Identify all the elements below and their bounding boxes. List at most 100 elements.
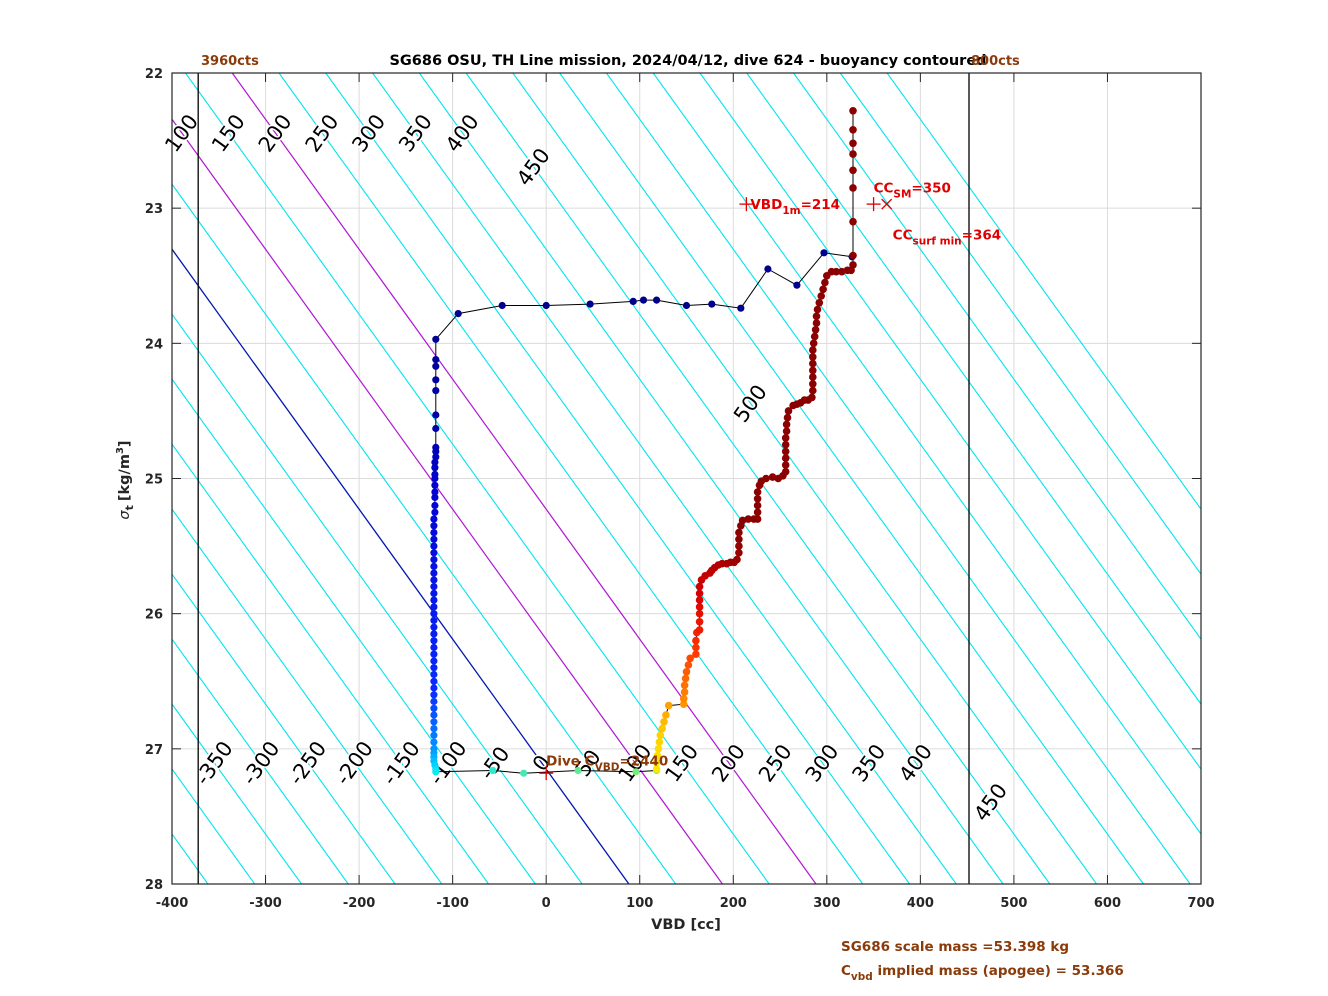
y-tick-label: 26: [145, 608, 163, 623]
contour-line: [185, 73, 770, 884]
contour-line: [172, 573, 396, 884]
bound-contour-line: [172, 118, 723, 884]
climb-point: [735, 528, 743, 537]
x-tick-label: 100: [626, 896, 653, 911]
dive-point: [430, 697, 438, 706]
climb-point: [654, 745, 663, 753]
x-tick-label: 400: [907, 896, 934, 911]
contour-line: [172, 703, 302, 884]
climb-point: [809, 359, 817, 368]
dive-point: [430, 731, 438, 739]
climb-point: [695, 596, 704, 604]
climb-point: [692, 636, 700, 645]
climb-point: [849, 184, 857, 192]
x-axis-label: VBD [cc]: [651, 917, 721, 933]
dive-point: [498, 301, 506, 310]
x-tick-label: 600: [1094, 896, 1121, 911]
cc-surf-min-subscript: surf min: [913, 235, 962, 247]
dive-point: [586, 300, 594, 308]
climb-point: [681, 674, 690, 683]
dive-point: [430, 677, 438, 685]
climb-point: [684, 661, 693, 669]
y-tick-label: 25: [145, 473, 163, 488]
top-left-count-label: 3960cts: [201, 54, 259, 69]
climb-point: [810, 332, 819, 341]
contour-line: [172, 508, 443, 884]
vbd-1m-subscript: 1m: [782, 205, 800, 217]
dive-point: [430, 556, 438, 564]
dive-point: [542, 301, 550, 310]
dive-point: [430, 529, 438, 537]
bound-contour-line: [231, 73, 817, 884]
climb-point: [744, 515, 752, 523]
top-right-count-label: 800cts: [971, 54, 1020, 69]
chart-title: SG686 OSU, TH Line mission, 2024/04/12, …: [389, 53, 986, 69]
climb-point: [813, 305, 822, 314]
implied-mass-text: implied mass (apogee) = 53.366: [873, 963, 1124, 979]
x-tick-label: -400: [156, 896, 189, 911]
contour-line: [172, 443, 490, 884]
climb-point: [849, 139, 857, 148]
contour-line: [839, 73, 1201, 576]
dive-point: [431, 493, 439, 501]
climb-point: [809, 346, 817, 354]
climb-point: [656, 731, 665, 740]
dive-point: [430, 637, 438, 645]
dive-c-vbd-annotation: Dive CVBD=2440: [546, 754, 668, 774]
climb-point: [753, 501, 762, 510]
dive-c-vbd-value: =2440: [619, 754, 668, 770]
reference-markers: [539, 197, 893, 781]
climb-point: [653, 751, 662, 760]
climb-point: [809, 339, 818, 348]
dive-point: [574, 766, 582, 775]
climb-point: [849, 150, 857, 158]
dive-point: [820, 249, 828, 257]
x-tick-label: 200: [720, 896, 747, 911]
climb-point: [849, 107, 857, 115]
dive-point: [431, 481, 439, 489]
y-axis-symbol: σ: [117, 510, 133, 520]
dive-point: [430, 549, 438, 557]
buoyancy-contours: [172, 73, 1201, 884]
y-tick-label: 27: [145, 743, 163, 758]
contour-line: [325, 73, 910, 884]
climb-point: [812, 312, 821, 321]
x-tick-label: 700: [1187, 896, 1214, 911]
dive-point: [454, 310, 462, 318]
cc-surf-min-text: CC: [893, 227, 913, 243]
dive-point: [431, 488, 439, 496]
contour-line: [559, 73, 1144, 884]
dive-point: [430, 718, 438, 726]
dive-point: [430, 650, 438, 658]
x-tick-label: -200: [343, 896, 376, 911]
cc-surf-min-value: =364: [962, 227, 1002, 243]
y-axis-units: [kg/m: [117, 454, 133, 501]
dive-point: [430, 542, 438, 550]
climb-point: [695, 609, 704, 618]
y-tick-label: 28: [145, 878, 163, 893]
dive-point: [432, 362, 440, 370]
dive-point: [430, 725, 438, 733]
climb-point: [781, 440, 790, 449]
climb-point: [762, 474, 770, 483]
climb-point: [784, 407, 793, 415]
dive-point: [430, 589, 438, 598]
climb-point: [849, 251, 857, 260]
climb-point: [682, 668, 691, 676]
climb-point: [753, 495, 762, 503]
y-axis-units-close: ]: [117, 440, 133, 447]
cc-sm-value: =350: [911, 181, 951, 197]
y-tick-label: 23: [145, 202, 163, 217]
climb-point: [695, 618, 704, 626]
y-axis-subscript: t: [123, 505, 136, 510]
climb-point: [658, 724, 666, 733]
dive-point: [430, 616, 438, 625]
contour-line: [605, 73, 1191, 884]
dive-point: [639, 296, 648, 304]
y-axis-label: σt [kg/m3]: [115, 440, 136, 519]
x-tick-label: -100: [436, 896, 469, 911]
contour-line: [172, 638, 349, 884]
dive-point: [430, 603, 438, 611]
climb-point: [692, 650, 700, 658]
dive-point: [430, 704, 438, 712]
